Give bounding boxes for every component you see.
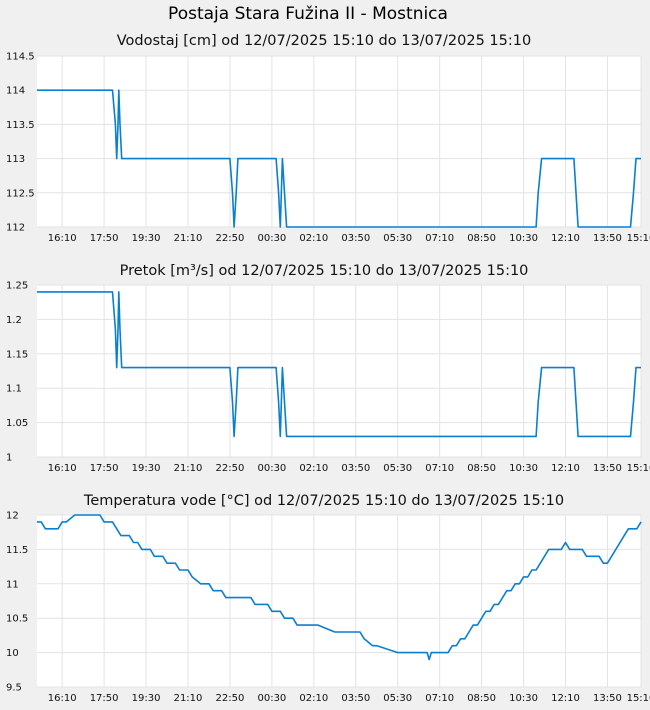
y-tick-label: 10	[6, 648, 19, 659]
x-tick-label: 19:30	[132, 233, 161, 244]
x-tick-label: 19:30	[132, 463, 161, 474]
chart-panel-2: Pretok [m³/s] od 12/07/2025 15:10 do 13/…	[6, 263, 650, 474]
chart-panel-3: Temperatura vode [°C] od 12/07/2025 15:1…	[6, 493, 650, 704]
plot-area	[37, 56, 641, 227]
y-tick-label: 114.5	[6, 52, 35, 63]
y-tick-label: 9.5	[6, 683, 22, 694]
chart-title: Temperatura vode [°C] od 12/07/2025 15:1…	[83, 493, 564, 509]
x-tick-label: 02:10	[299, 463, 328, 474]
x-tick-label: 13:50	[593, 233, 622, 244]
y-tick-label: 113	[6, 154, 25, 165]
chart-title: Vodostaj [cm] od 12/07/2025 15:10 do 13/…	[117, 33, 531, 49]
x-tick-label: 15:10	[627, 693, 650, 704]
y-tick-label: 1.15	[6, 349, 28, 360]
x-tick-label: 00:30	[257, 463, 286, 474]
x-tick-label: 08:50	[467, 463, 496, 474]
x-tick-label: 22:50	[216, 233, 245, 244]
series-line	[37, 89, 641, 228]
x-tick-label: 02:10	[299, 693, 328, 704]
plot-area	[37, 285, 641, 457]
y-tick-label: 1	[6, 453, 12, 464]
x-tick-label: 08:50	[467, 693, 496, 704]
x-tick-label: 13:50	[593, 693, 622, 704]
x-tick-label: 22:50	[216, 693, 245, 704]
x-tick-label: 05:30	[383, 233, 412, 244]
x-tick-label: 12:10	[551, 463, 580, 474]
x-tick-label: 16:10	[48, 693, 77, 704]
x-tick-label: 19:30	[132, 693, 161, 704]
x-tick-label: 21:10	[174, 693, 203, 704]
y-tick-label: 11.5	[6, 545, 28, 556]
x-tick-label: 00:30	[257, 233, 286, 244]
y-tick-label: 112	[6, 223, 25, 234]
x-tick-label: 17:50	[90, 233, 119, 244]
x-tick-label: 08:50	[467, 233, 496, 244]
x-tick-label: 15:10	[627, 463, 650, 474]
series-line	[37, 514, 642, 661]
x-tick-label: 12:10	[551, 693, 580, 704]
x-tick-label: 17:50	[90, 463, 119, 474]
x-tick-label: 22:50	[216, 463, 245, 474]
x-tick-label: 16:10	[48, 233, 77, 244]
x-tick-label: 07:10	[425, 463, 454, 474]
x-tick-label: 17:50	[90, 693, 119, 704]
plot-area	[37, 515, 641, 687]
x-tick-label: 10:30	[509, 693, 538, 704]
page-title: Postaja Stara Fužina II - Mostnica	[168, 4, 448, 24]
x-tick-label: 03:50	[341, 463, 370, 474]
y-tick-label: 1.1	[6, 384, 22, 395]
y-tick-label: 1.25	[6, 281, 28, 292]
x-tick-label: 07:10	[425, 233, 454, 244]
x-tick-label: 12:10	[551, 233, 580, 244]
x-tick-label: 03:50	[341, 693, 370, 704]
y-tick-label: 112.5	[6, 188, 35, 199]
x-tick-label: 21:10	[174, 463, 203, 474]
x-tick-label: 16:10	[48, 463, 77, 474]
y-tick-label: 10.5	[6, 614, 28, 625]
x-tick-label: 13:50	[593, 463, 622, 474]
y-tick-label: 1.05	[6, 418, 28, 429]
chart-title: Pretok [m³/s] od 12/07/2025 15:10 do 13/…	[120, 263, 529, 279]
y-tick-label: 12	[6, 511, 19, 522]
y-tick-label: 113.5	[6, 120, 35, 131]
x-tick-label: 05:30	[383, 693, 412, 704]
x-tick-label: 15:10	[627, 233, 650, 244]
x-tick-label: 21:10	[174, 233, 203, 244]
x-tick-label: 10:30	[509, 233, 538, 244]
y-tick-label: 114	[6, 86, 25, 97]
x-tick-label: 00:30	[257, 693, 286, 704]
x-tick-label: 05:30	[383, 463, 412, 474]
chart-panel-1: Vodostaj [cm] od 12/07/2025 15:10 do 13/…	[6, 33, 650, 244]
series-line	[37, 291, 641, 438]
y-tick-label: 11	[6, 579, 19, 590]
x-tick-label: 10:30	[509, 463, 538, 474]
x-tick-label: 03:50	[341, 233, 370, 244]
x-tick-label: 07:10	[425, 693, 454, 704]
y-tick-label: 1.2	[6, 315, 22, 326]
x-tick-label: 02:10	[299, 233, 328, 244]
